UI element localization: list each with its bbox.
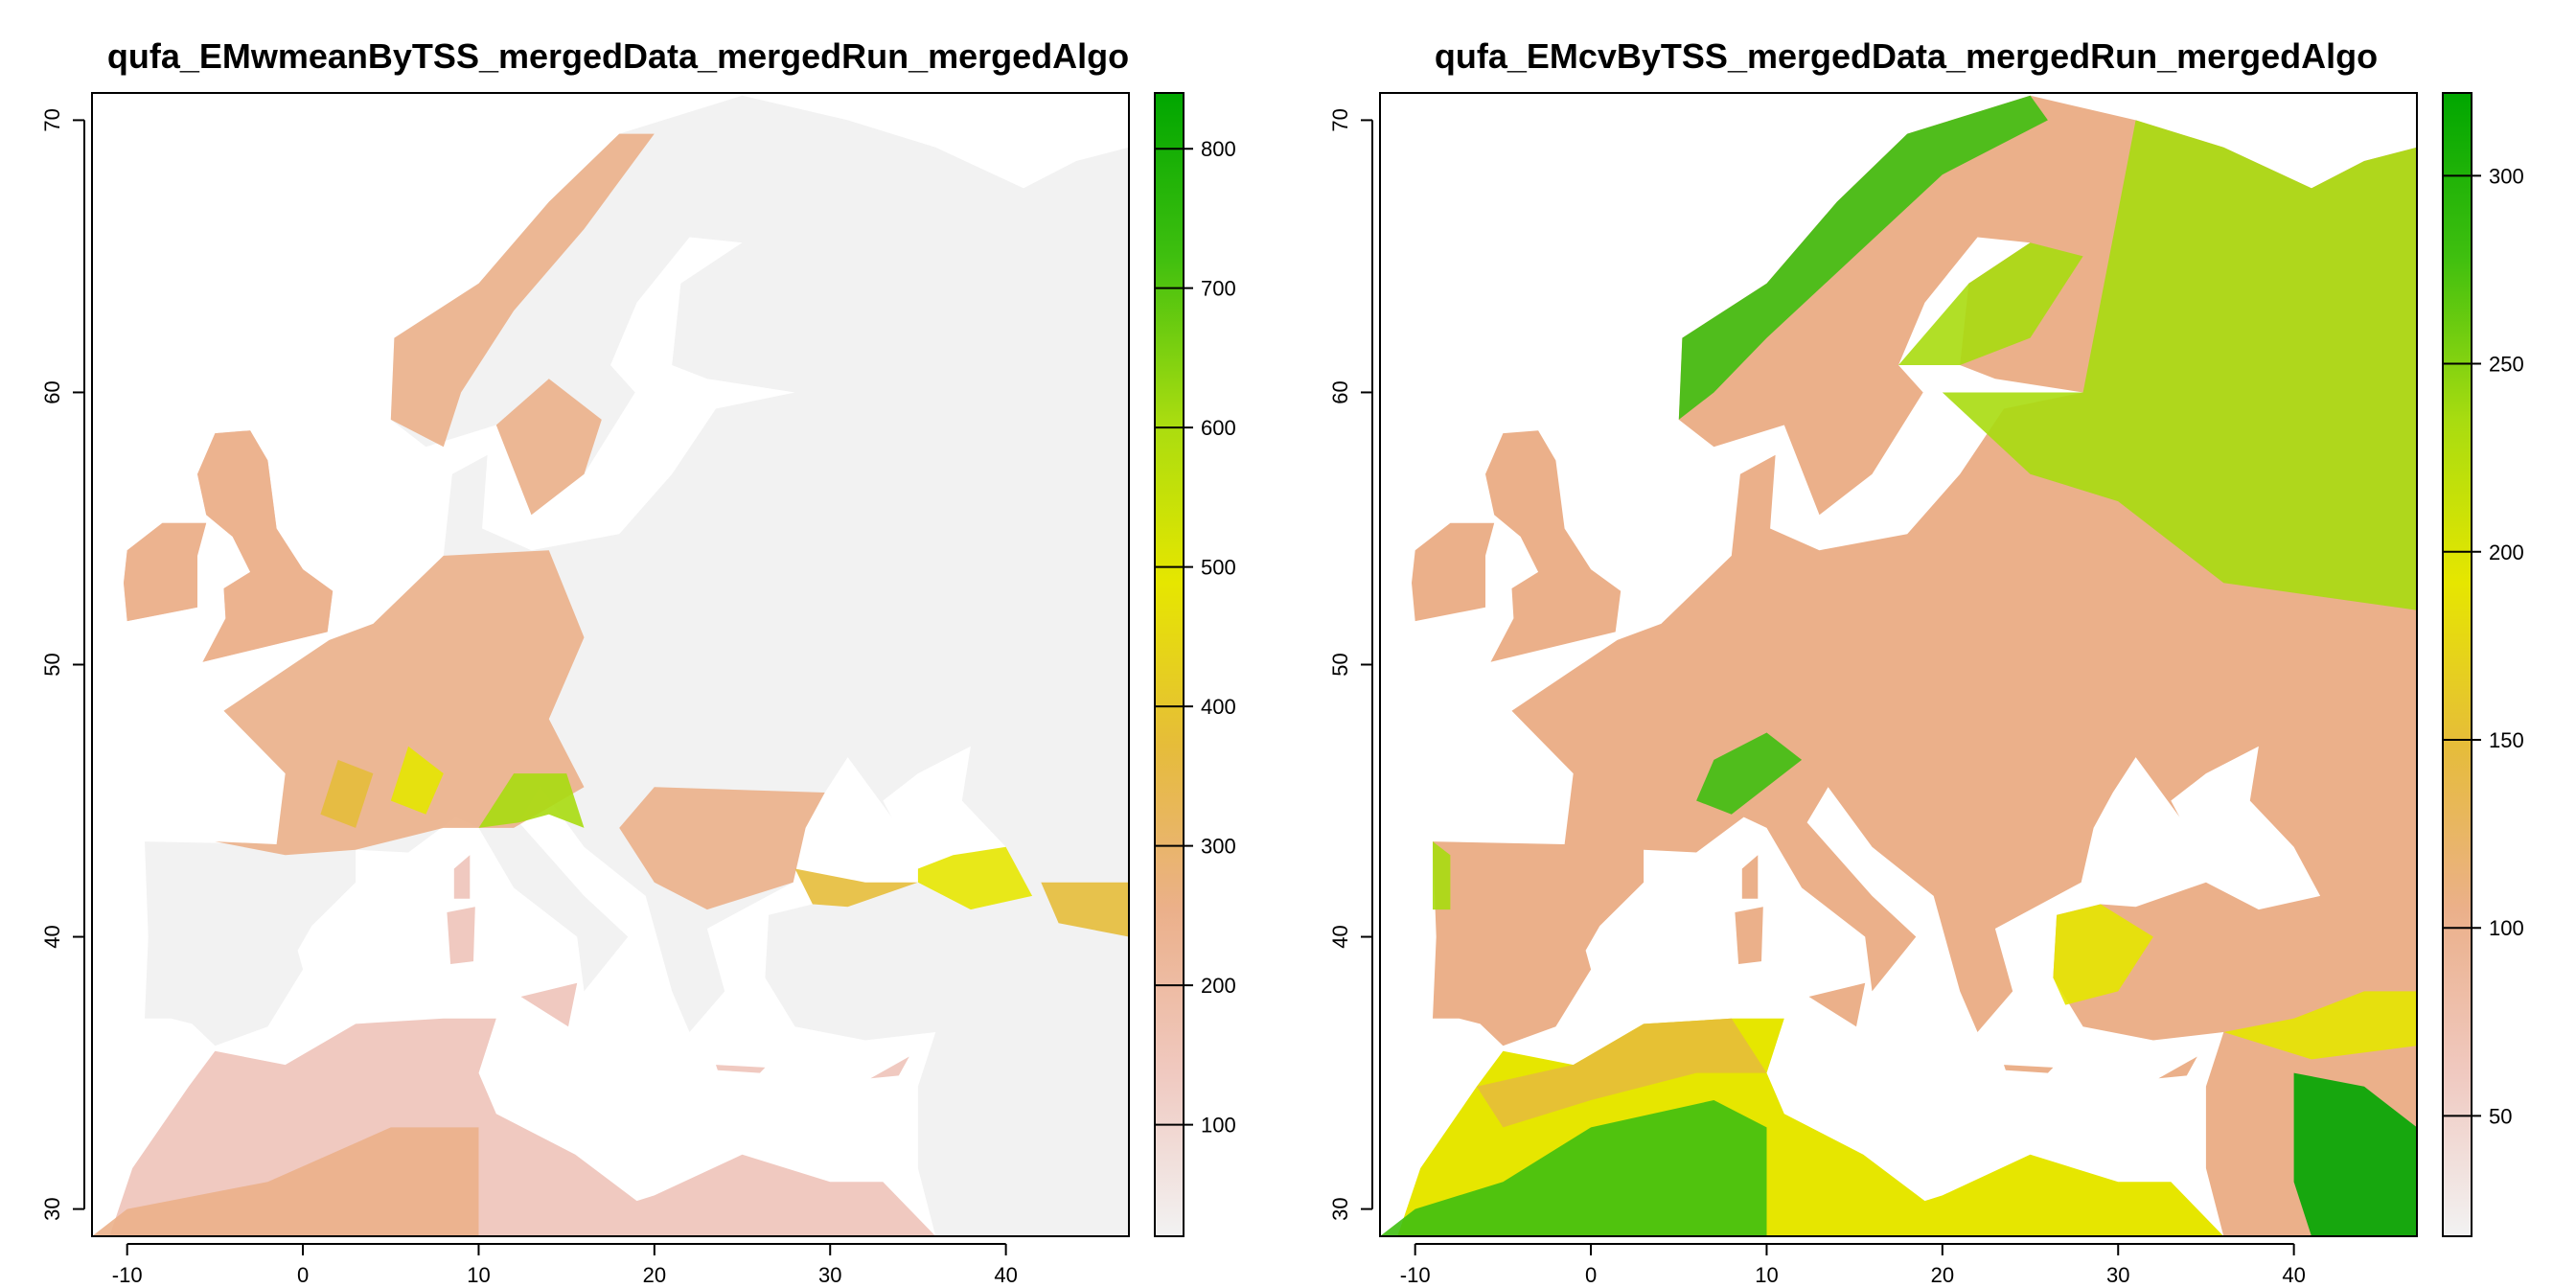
x-tick-label: -10: [112, 1263, 143, 1287]
value-zone: [1433, 841, 1451, 910]
x-tick-label: 30: [818, 1263, 841, 1287]
legend-tick-label: 800: [1201, 137, 1236, 161]
y-tick-label: 70: [40, 108, 64, 131]
land-ireland: [1412, 522, 1495, 622]
y-tick-label: 50: [40, 653, 64, 676]
land-cyprus: [2158, 1056, 2197, 1079]
legend-tick-label: 250: [2489, 353, 2524, 377]
y-tick-label: 70: [1328, 108, 1352, 131]
y-tick-label: 30: [40, 1197, 64, 1220]
legend-tick-label: 500: [1201, 556, 1236, 580]
legend-tick-label: 100: [2489, 916, 2524, 940]
map-panel-cv: qufa_EMcvByTSS_mergedData_mergedRun_merg…: [1288, 0, 2576, 1288]
value-zone: [917, 846, 1033, 910]
value-zone: [390, 133, 655, 448]
legend-colorbar: [1154, 92, 1184, 1237]
value-zone: [478, 773, 585, 828]
value-zone: [495, 379, 602, 516]
x-tick-label: -10: [1400, 1263, 1431, 1287]
value-zone: [794, 868, 918, 908]
value-zone: [1380, 1100, 1767, 1236]
map-raster: [1350, 95, 2417, 1236]
land-iceland: [62, 242, 83, 256]
map-figure: -10 0 10 20 30 40 30 40 50 60 70 100 200 300 400 500 600…: [40, 92, 1236, 1287]
legend-tick-label: 400: [1201, 695, 1236, 719]
x-tick-label: 10: [467, 1263, 490, 1287]
legend-tick-label: 200: [1201, 974, 1236, 998]
value-zone: [1942, 120, 2417, 610]
value-zone: [1678, 95, 2048, 420]
land-europe: [145, 95, 1129, 1236]
x-tick-label: 40: [2282, 1263, 2305, 1287]
value-zone: [390, 746, 444, 815]
plot-frame: [1379, 92, 2418, 1237]
y-tick-label: 40: [40, 925, 64, 948]
value-zone: [619, 787, 825, 910]
land-corsica: [453, 855, 471, 899]
land-sardinia: [447, 907, 475, 964]
value-zone: [1898, 242, 2083, 365]
y-tick-label: 50: [1328, 653, 1352, 676]
land-sicily: [520, 982, 578, 1027]
land-iceland: [1350, 242, 1371, 256]
legend-colorbar: [2442, 92, 2472, 1237]
legend-tick-label: 50: [2489, 1104, 2512, 1128]
y-tick-label: 40: [1328, 925, 1352, 948]
value-zone: [124, 522, 207, 622]
y-tick-label: 60: [1328, 380, 1352, 403]
x-tick-label: 20: [643, 1263, 666, 1287]
y-tick-label: 30: [1328, 1197, 1352, 1220]
value-zone: [1041, 882, 1129, 937]
y-tick-label: 60: [40, 380, 64, 403]
land-cyprus: [870, 1056, 909, 1079]
x-tick-label: 10: [1755, 1263, 1778, 1287]
legend-tick-label: 700: [1201, 277, 1236, 301]
land-crete: [716, 1065, 766, 1073]
legend-tick-label: 300: [1201, 835, 1236, 859]
map-panel-wmean: qufa_EMwmeanByTSS_mergedData_mergedRun_m…: [40, 36, 1236, 1287]
map-figure: -10 0 10 20 30 40 30 40 50 60 70 50 100 150 200 250 300: [1328, 92, 2524, 1287]
value-zone: [320, 759, 374, 828]
value-zone: [92, 1127, 479, 1236]
legend-tick-label: 150: [2489, 728, 2524, 752]
x-tick-label: 20: [1931, 1263, 1954, 1287]
land-sardinia: [1735, 907, 1763, 964]
land-sicily: [1808, 982, 1866, 1027]
value-zone: [215, 550, 585, 856]
panel-title: qufa_EMwmeanByTSS_mergedData_mergedRun_m…: [106, 36, 1130, 76]
x-tick-label: 40: [994, 1263, 1017, 1287]
legend-tick-label: 100: [1201, 1114, 1236, 1138]
legend-tick-label: 600: [1201, 416, 1236, 440]
x-tick-label: 0: [1585, 1263, 1597, 1287]
land-crete: [2004, 1065, 2054, 1073]
x-tick-label: 30: [2106, 1263, 2129, 1287]
value-zone: [1476, 1018, 1767, 1128]
land-corsica: [1741, 855, 1759, 899]
value-zone: [2293, 1072, 2417, 1236]
value-zone: [2223, 991, 2417, 1060]
value-zone: [2053, 904, 2153, 1005]
x-tick-label: 0: [297, 1263, 309, 1287]
legend-tick-label: 200: [2489, 540, 2524, 564]
land-britain: [1485, 430, 1622, 662]
legend-tick-label: 300: [2489, 164, 2524, 188]
value-zone: [1696, 732, 1803, 815]
panel-title: qufa_EMcvByTSS_mergedData_mergedRun_merg…: [1434, 36, 2379, 76]
plot-frame: [91, 92, 1130, 1237]
value-zone: [197, 430, 334, 662]
map-raster: [62, 95, 1129, 1236]
